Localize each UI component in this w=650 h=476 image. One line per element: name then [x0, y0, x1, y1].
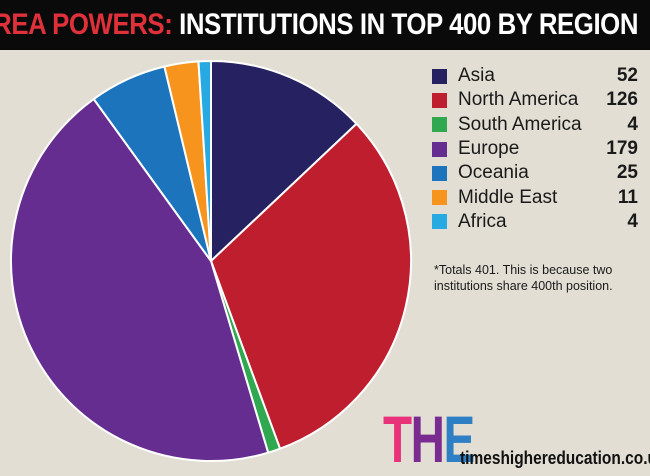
- logo-letter-t: T: [383, 402, 412, 476]
- legend-swatch: [432, 68, 447, 84]
- legend-item: Middle East 11: [432, 185, 638, 209]
- pie-slice-africa: [197, 59, 212, 262]
- title-rest: INSTITUTIONS IN TOP 400 BY REGION: [172, 8, 638, 41]
- pie-chart: [9, 59, 412, 463]
- legend-item: Africa 4: [432, 210, 638, 234]
- legend-label: Middle East: [458, 186, 558, 208]
- legend-value: 11: [617, 186, 638, 208]
- pie-slice-asia: [210, 60, 358, 262]
- legend-swatch: [432, 190, 447, 206]
- legend-swatch: [432, 141, 447, 157]
- header-bar: AREA POWERS: INSTITUTIONS IN TOP 400 BY …: [0, 0, 650, 50]
- legend-label: Asia: [458, 65, 495, 87]
- pie-slice-europe: [9, 98, 270, 463]
- logo-letter-e: E: [443, 402, 475, 476]
- legend-value: 52: [616, 65, 638, 87]
- legend: Asia 52 North America 126 South America …: [432, 64, 638, 234]
- legend-value: 126: [606, 89, 638, 111]
- legend-label: Oceania: [458, 162, 529, 184]
- legend-value: 25: [616, 162, 638, 184]
- legend-swatch: [432, 165, 447, 181]
- legend-value: 4: [627, 113, 638, 135]
- legend-swatch: [432, 117, 447, 133]
- legend-item: Asia 52: [432, 64, 638, 88]
- legend-label: North America: [458, 89, 579, 111]
- legend-label: Europe: [458, 138, 520, 160]
- website-url: timeshighereducation.co.uk: [460, 448, 650, 468]
- legend-item: North America 126: [432, 88, 638, 112]
- legend-swatch: [432, 92, 447, 108]
- footnote: *Totals 401. This is because two institu…: [434, 263, 613, 293]
- logo-letter-h: H: [410, 402, 445, 476]
- legend-item: Oceania 25: [432, 161, 638, 185]
- pie-slice-north-america: [210, 122, 412, 450]
- title-accent: AREA POWERS:: [0, 8, 173, 41]
- legend-label: South America: [458, 113, 582, 135]
- chart-title: AREA POWERS: INSTITUTIONS IN TOP 400 BY …: [0, 8, 638, 42]
- legend-value: 179: [606, 138, 638, 160]
- legend-label: Africa: [458, 210, 507, 232]
- legend-item: South America 4: [432, 113, 638, 137]
- the-logo: T H E: [383, 402, 475, 476]
- legend-swatch: [432, 214, 447, 230]
- legend-value: 4: [627, 210, 638, 232]
- legend-item: Europe 179: [432, 137, 638, 161]
